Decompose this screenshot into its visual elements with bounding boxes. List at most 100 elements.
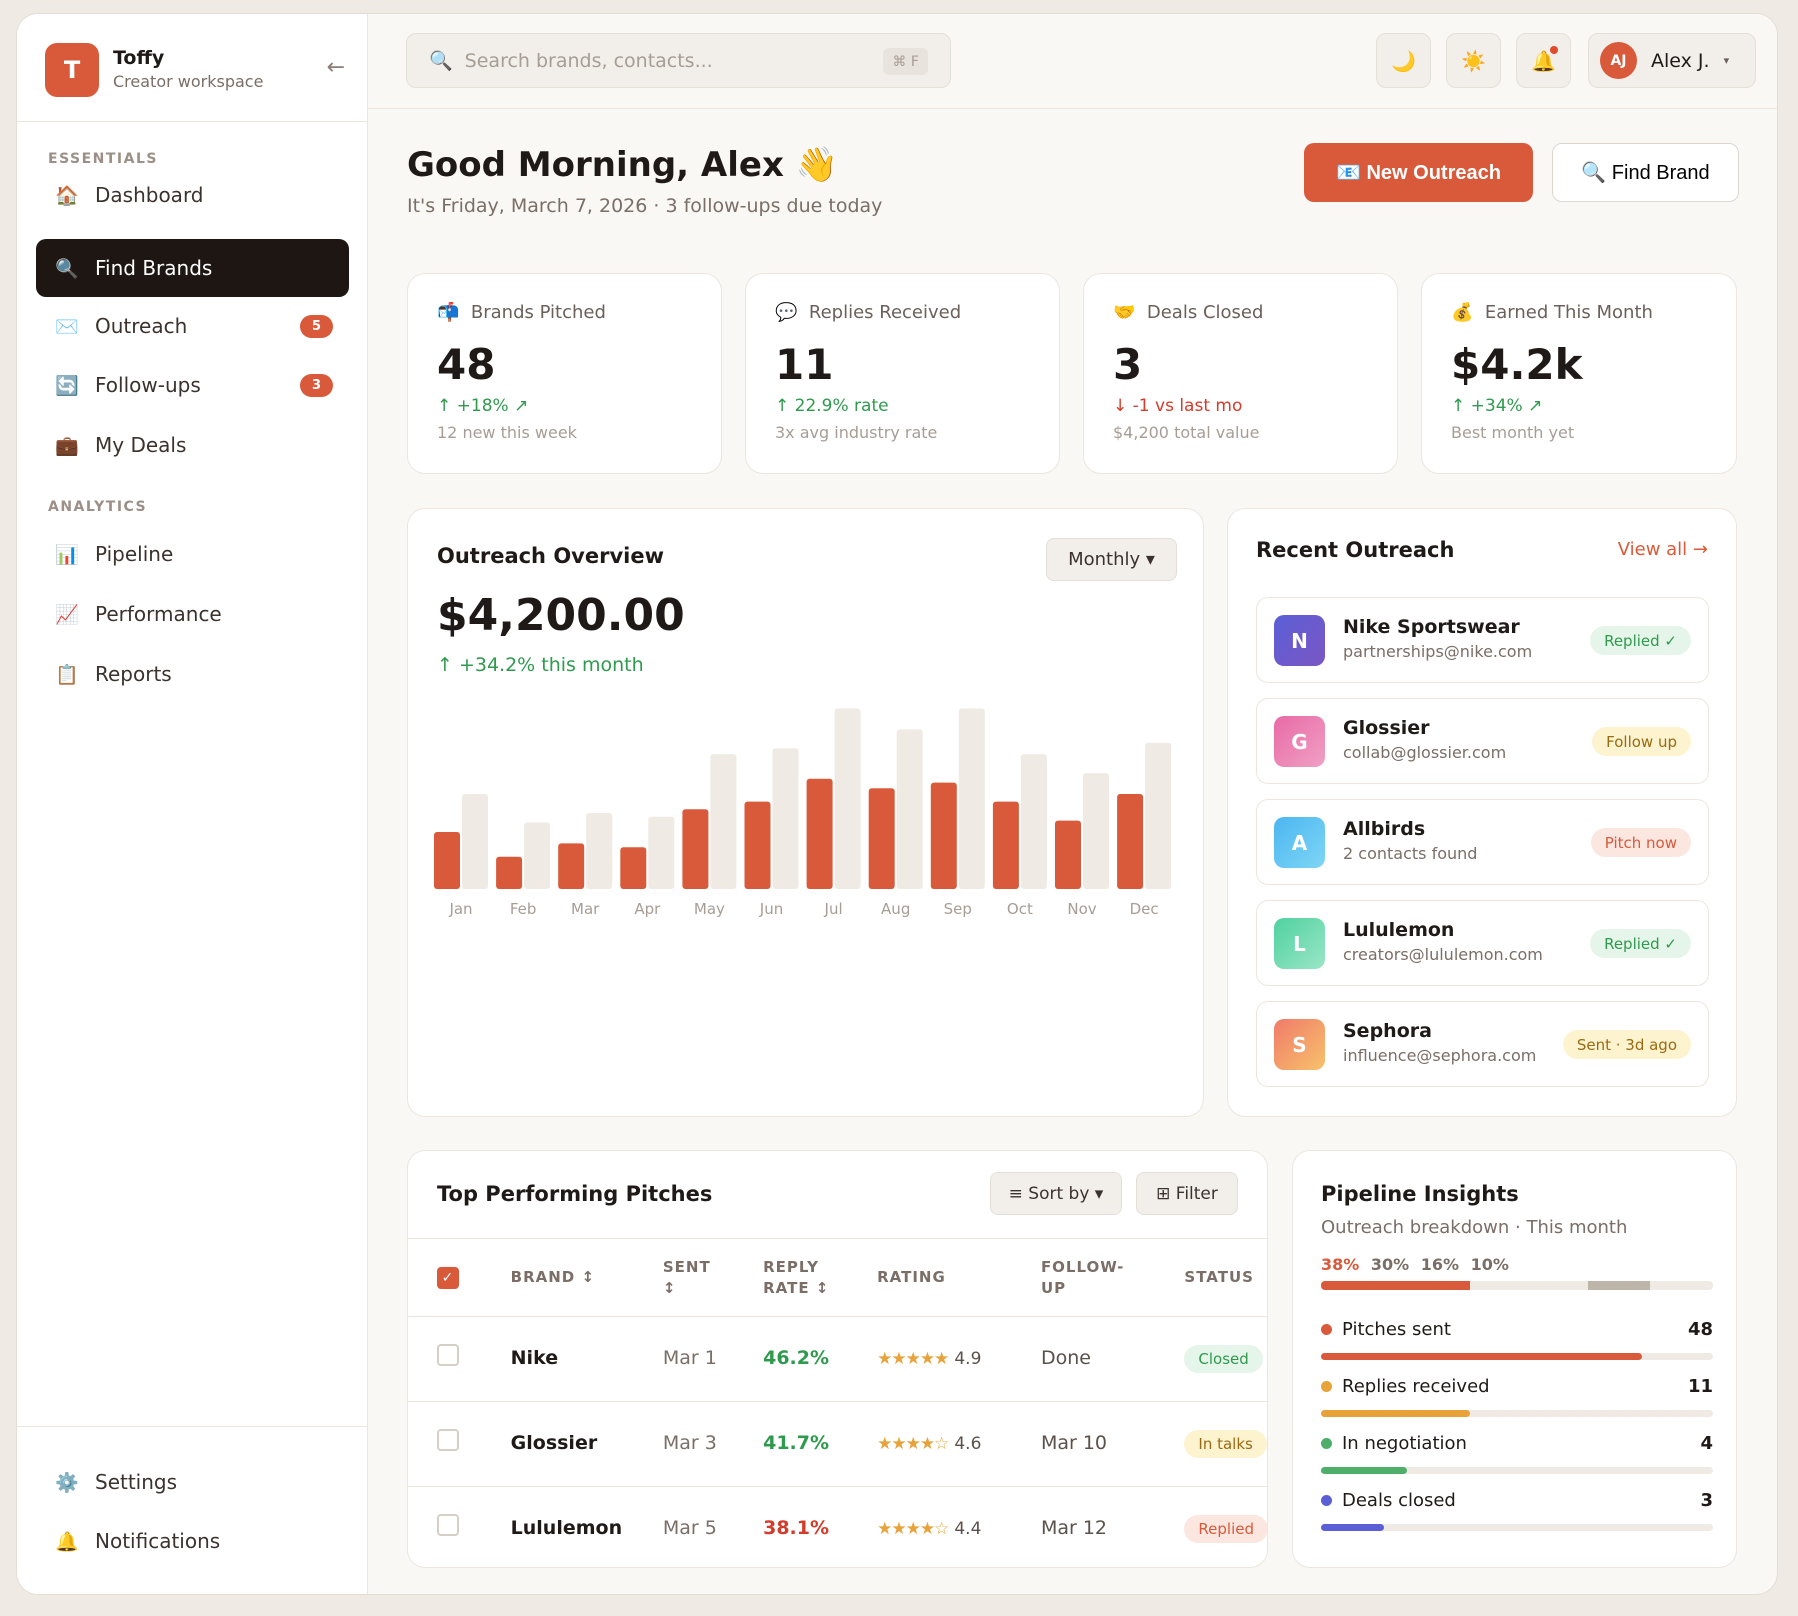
bar-oct-series-2[interactable] <box>1020 754 1047 889</box>
envelope-icon: ✉️ <box>55 315 79 338</box>
legend-dot <box>1321 1438 1332 1449</box>
column-header-sent[interactable]: SENT ↕ <box>662 1238 764 1317</box>
row-checkbox[interactable] <box>437 1344 459 1367</box>
trend-chart-icon: 📈 <box>55 603 79 626</box>
dark-mode-button[interactable]: 🌙 <box>1376 33 1431 88</box>
notifications-button[interactable]: 🔔 <box>1516 33 1571 88</box>
refresh-icon: 🔄 <box>55 374 79 397</box>
select-all-checkbox[interactable]: ✓ <box>437 1266 459 1289</box>
light-mode-button[interactable]: ☀️ <box>1446 33 1501 88</box>
bar-nov-series-1[interactable] <box>1055 820 1081 889</box>
status-badge: Replied <box>1184 1514 1267 1544</box>
bar-feb-series-2[interactable] <box>524 822 551 890</box>
bar-sep-series-2[interactable] <box>958 708 985 890</box>
row-checkbox-cell <box>408 1486 511 1567</box>
row-checkbox[interactable] <box>437 1514 459 1537</box>
search-bar[interactable]: 🔍 ⌘ F <box>406 33 951 88</box>
view-all-link[interactable]: View all → <box>1617 539 1708 560</box>
sun-icon: ☀️ <box>1461 48 1486 73</box>
brand-contact: influence@sephora.com <box>1343 1046 1537 1065</box>
bar-jun-series-1[interactable] <box>744 801 771 889</box>
sidebar-item-performance[interactable]: 📈 Performance <box>36 585 349 643</box>
bar-may-series-1[interactable] <box>682 809 709 889</box>
sidebar-item-my-deals[interactable]: 💼 My Deals <box>36 416 349 474</box>
pitches-table: ✓ BRAND ↕ SENT ↕ REPLY RATE ↕ RATING FOL… <box>408 1238 1267 1567</box>
sidebar-item-pipeline[interactable]: 📊 Pipeline <box>36 525 349 583</box>
section-label-analytics: ANALYTICS <box>48 499 148 515</box>
rating-cell: ★★★★☆ 4.6 <box>877 1401 1041 1487</box>
sidebar-item-label: My Deals <box>95 433 187 457</box>
column-header-brand[interactable]: BRAND ↕ <box>510 1238 663 1317</box>
bar-aug-series-2[interactable] <box>896 729 923 889</box>
sidebar-item-reports[interactable]: 📋 Reports <box>36 645 349 703</box>
segment-pitches <box>1321 1281 1470 1290</box>
search-input[interactable] <box>464 49 855 72</box>
bar-aug-series-1[interactable] <box>868 788 895 889</box>
bar-may-series-2[interactable] <box>710 754 737 889</box>
table-row[interactable]: Nike Mar 1 46.2% ★★★★★ 4.9 Done Closed <box>408 1316 1267 1402</box>
stat-note: 3x avg industry rate <box>775 423 938 442</box>
sidebar-item-label: Notifications <box>95 1529 221 1553</box>
sidebar-item-label: Settings <box>95 1470 178 1494</box>
bar-dec-series-2[interactable] <box>1145 742 1172 889</box>
insight-row-replies-received: Replies received 11 <box>1321 1376 1713 1417</box>
sidebar-item-find-brands[interactable]: 🔍 Find Brands <box>36 239 349 297</box>
bar-mar-series-2[interactable] <box>586 813 613 889</box>
sidebar-item-dashboard[interactable]: 🏠 Dashboard <box>36 166 349 224</box>
stat-card-brands-pitched: 📬 Brands Pitched 48 ↑ +18% ↗ 12 new this… <box>407 273 722 474</box>
stat-delta: ↑ 22.9% rate <box>775 396 889 416</box>
status-badge: Follow up <box>1592 727 1691 756</box>
moon-icon: 🌙 <box>1391 48 1416 73</box>
bar-jun-series-2[interactable] <box>772 748 799 889</box>
bar-feb-series-1[interactable] <box>496 856 523 889</box>
table-row[interactable]: Glossier Mar 3 41.7% ★★★★☆ 4.6 Mar 10 In… <box>408 1401 1267 1487</box>
bar-nov-series-2[interactable] <box>1083 773 1109 889</box>
brand-contact: creators@lululemon.com <box>1343 945 1543 964</box>
filter-button[interactable]: ⊞ Filter <box>1136 1172 1238 1215</box>
status-badge: Sent · 3d ago <box>1562 1030 1691 1059</box>
outreach-item-allbirds[interactable]: A Allbirds 2 contacts found Pitch now <box>1256 799 1709 885</box>
legend-dot <box>1321 1381 1332 1392</box>
card-title: Pipeline Insights <box>1321 1182 1519 1206</box>
insight-value: 48 <box>1687 1319 1713 1340</box>
bar-dec-series-1[interactable] <box>1117 794 1144 889</box>
bar-jul-series-1[interactable] <box>806 778 833 889</box>
handshake-icon: 🤝 <box>1113 302 1136 323</box>
bar-sep-series-1[interactable] <box>930 782 957 889</box>
row-checkbox[interactable] <box>437 1429 459 1452</box>
outreach-item-glossier[interactable]: G Glossier collab@glossier.com Follow up <box>1256 698 1709 784</box>
sidebar-item-notifications[interactable]: 🔔 Notifications <box>36 1512 349 1570</box>
follow-up-cell: Mar 12 <box>1040 1486 1185 1567</box>
column-header-reply-rate[interactable]: REPLY RATE ↕ <box>763 1238 878 1317</box>
x-tick-label: Jan <box>448 900 472 918</box>
collapse-sidebar-icon[interactable]: ← <box>326 55 345 80</box>
new-outreach-button[interactable]: 📧 New Outreach <box>1304 143 1533 202</box>
status-badge: Replied ✓ <box>1590 929 1691 958</box>
status-badge: Closed <box>1184 1344 1263 1374</box>
stat-delta: ↓ -1 vs last mo <box>1113 396 1243 416</box>
find-brand-button[interactable]: 🔍 Find Brand <box>1552 143 1739 202</box>
bar-apr-series-2[interactable] <box>648 816 675 889</box>
star-rating-icon: ★★★★☆ <box>877 1434 949 1455</box>
bar-mar-series-1[interactable] <box>558 843 585 889</box>
sidebar-item-settings[interactable]: ⚙️ Settings <box>36 1453 349 1511</box>
outreach-item-nike[interactable]: N Nike Sportswear partnerships@nike.com … <box>1256 597 1709 683</box>
bar-jul-series-2[interactable] <box>834 708 861 890</box>
table-row[interactable]: Lululemon Mar 5 38.1% ★★★★☆ 4.4 Mar 12 R… <box>408 1486 1267 1567</box>
bar-apr-series-1[interactable] <box>620 847 647 889</box>
count-badge: 3 <box>300 374 333 397</box>
bar-jan-series-2[interactable] <box>462 794 488 889</box>
outreach-item-sephora[interactable]: S Sephora influence@sephora.com Sent · 3… <box>1256 1001 1709 1087</box>
brand-name: Sephora <box>1343 1020 1432 1042</box>
period-dropdown[interactable]: Monthly ▾ <box>1046 538 1177 581</box>
sidebar-item-label: Outreach <box>95 314 188 338</box>
brand-contact: collab@glossier.com <box>1343 743 1507 762</box>
bar-jan-series-1[interactable] <box>434 832 460 889</box>
bar-oct-series-1[interactable] <box>992 801 1019 889</box>
user-menu-button[interactable]: AJ Alex J. ▾ <box>1588 33 1756 88</box>
sidebar-item-outreach[interactable]: ✉️ Outreach 5 <box>36 297 349 355</box>
sort-button[interactable]: ≡ Sort by ▾ <box>990 1172 1122 1215</box>
sidebar-item-follow-ups[interactable]: 🔄 Follow-ups 3 <box>36 356 349 414</box>
workspace-switcher[interactable]: T Toffy Creator workspace ← <box>45 43 345 99</box>
outreach-item-lululemon[interactable]: L Lululemon creators@lululemon.com Repli… <box>1256 900 1709 986</box>
